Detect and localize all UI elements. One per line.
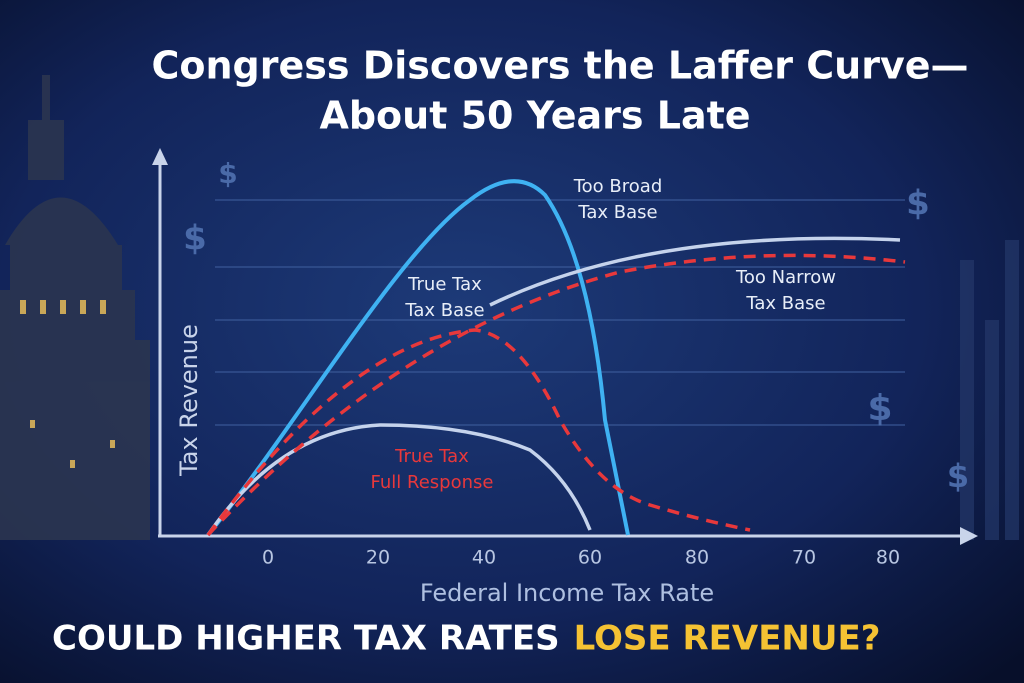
- dollar-icon: $: [906, 184, 930, 224]
- curve-label: Tax Base: [745, 293, 825, 314]
- banner-highlight: LOSE REVENUE?: [574, 619, 881, 659]
- dollar-icon: $: [183, 219, 207, 259]
- curve-label: Tax Base: [404, 300, 484, 321]
- y-axis-label: Tax Revenue: [175, 324, 203, 477]
- curve-dashed-inner: [206, 328, 751, 537]
- title-line: About 50 Years Late: [319, 94, 750, 138]
- x-tick-label: 0: [262, 547, 274, 569]
- x-tick-label: 70: [792, 547, 816, 569]
- curve-label: Too Broad: [573, 176, 663, 197]
- x-tick-label: 80: [685, 547, 709, 569]
- dollar-icon: $: [867, 388, 892, 429]
- curve-too-broad: [206, 179, 630, 537]
- x-tick-label: 60: [578, 547, 602, 569]
- bg-bars: [960, 240, 1019, 540]
- curve-label: True Tax: [407, 274, 482, 295]
- x-axis-label: Federal Income Tax Rate: [420, 579, 714, 607]
- dollar-icon: $: [947, 457, 969, 495]
- curve-label: True Tax: [394, 446, 469, 467]
- grid: [215, 199, 905, 426]
- curve-label: Tax Base: [577, 202, 657, 223]
- x-tick-label: 40: [472, 547, 496, 569]
- x-tick-label: 80: [876, 547, 900, 569]
- curve-full-response: [206, 423, 592, 536]
- curve-label: Too Narrow: [735, 267, 836, 288]
- x-tick-label: 20: [366, 547, 390, 569]
- capitol-lights: [20, 300, 115, 468]
- capitol: [0, 75, 150, 540]
- curve-narrow: [489, 236, 901, 307]
- curve-label: Full Response: [371, 472, 494, 493]
- banner-text: COULD HIGHER TAX RATES: [52, 619, 560, 659]
- axes: [152, 148, 978, 545]
- curve-dashed-outer: [206, 253, 906, 537]
- texts: Congress Discovers the Laffer Curve— Abou…: [52, 44, 969, 659]
- dollar-icon: $: [218, 157, 237, 190]
- title-line: Congress Discovers the Laffer Curve—: [152, 44, 969, 88]
